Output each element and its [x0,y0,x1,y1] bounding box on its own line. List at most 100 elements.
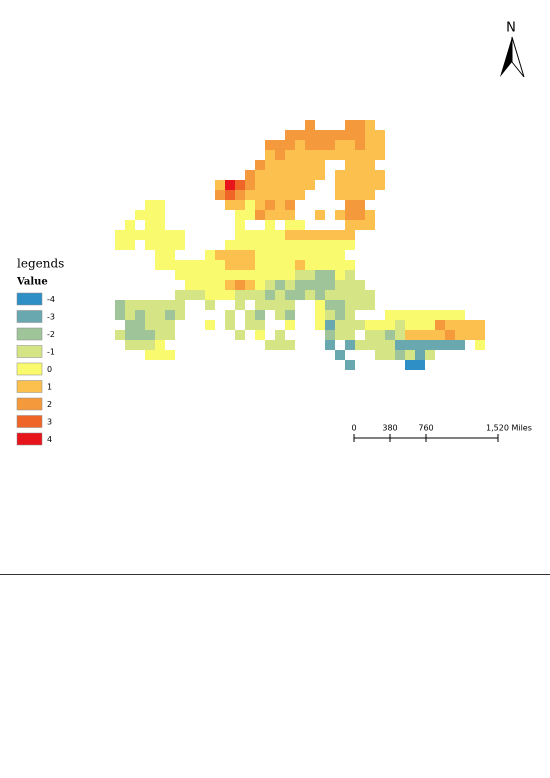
map-cell [355,200,365,210]
map-cell [385,320,395,330]
map-cell [315,260,325,270]
map-cell [315,250,325,260]
map-cell [335,190,345,200]
map-cell [235,250,245,260]
map-cell [365,160,375,170]
legend-label: 2 [47,400,52,409]
map-cell [285,190,295,200]
map-cell [355,220,365,230]
map-cell [415,340,425,350]
map-cell [375,180,385,190]
map-cell [235,230,245,240]
map-cell [385,310,395,320]
map-cell [375,140,385,150]
map-cell [345,230,355,240]
map-cell [445,330,455,340]
map-cell [365,300,375,310]
map-cell [285,290,295,300]
legend-swatch [16,380,43,393]
map-cell [245,190,255,200]
map-cell [175,260,185,270]
scale-label: 380 [382,424,397,433]
map-cell [305,240,315,250]
legend-label: -4 [47,295,55,304]
map-cell [315,270,325,280]
map-cell [285,200,295,210]
map-cell [175,290,185,300]
map-cell [305,280,315,290]
map-cell [155,210,165,220]
map-cell [225,310,235,320]
map-cell [255,230,265,240]
map-cell [215,180,225,190]
map-cell [235,240,245,250]
map-cell [265,160,275,170]
map-cell [365,330,375,340]
map-cell [355,120,365,130]
map-cell [215,190,225,200]
map-cell [295,260,305,270]
map-cell [275,310,285,320]
map-cell [295,190,305,200]
map-cell [125,230,135,240]
map-cell [285,300,295,310]
map-cell [205,260,215,270]
map-cell [165,240,175,250]
map-cell [375,170,385,180]
map-cell [205,280,215,290]
map-cell [425,350,435,360]
legend-label: 4 [47,435,52,444]
map-cell [205,290,215,300]
map-cell [255,270,265,280]
map-cell [125,220,135,230]
map-cell [295,270,305,280]
map-cell [315,160,325,170]
map-cell [305,170,315,180]
map-cell [265,230,275,240]
map-cell [335,280,345,290]
map-cell [395,350,405,360]
map-cell [335,140,345,150]
map-cell [355,280,365,290]
map-cell [365,340,375,350]
map-cell [215,250,225,260]
map-cell [355,190,365,200]
map-cell [215,280,225,290]
map-cell [325,300,335,310]
map-cell [195,270,205,280]
map-cell [145,230,155,240]
legend-subtitle: Value [16,277,48,288]
map-cell [245,280,255,290]
map-cell [435,330,445,340]
map-cell [365,170,375,180]
map-cell [285,130,295,140]
map-cell [225,250,235,260]
map-cell [355,160,365,170]
map-cell [125,320,135,330]
map-cell [285,320,295,330]
map-cell [245,230,255,240]
map-cell [355,180,365,190]
map-cell [395,320,405,330]
map-cell [295,170,305,180]
map-cell [305,130,315,140]
map-cell [345,310,355,320]
map-cell [365,290,375,300]
north-arrow-right [511,36,525,78]
map-cell [455,330,465,340]
map-cell [335,170,345,180]
map-cell [315,310,325,320]
map-cell [305,260,315,270]
map-cell [345,120,355,130]
map-cell [315,300,325,310]
map-cell [195,260,205,270]
map-cell [265,290,275,300]
map-cell [335,270,345,280]
map-cell [285,280,295,290]
map-cell [355,300,365,310]
map-cell [235,290,245,300]
legend: -4 -3 -2 -1 0 1 2 3 4 [16,292,55,446]
map-cell [245,290,255,300]
map-cell [345,320,355,330]
map-cell [285,270,295,280]
